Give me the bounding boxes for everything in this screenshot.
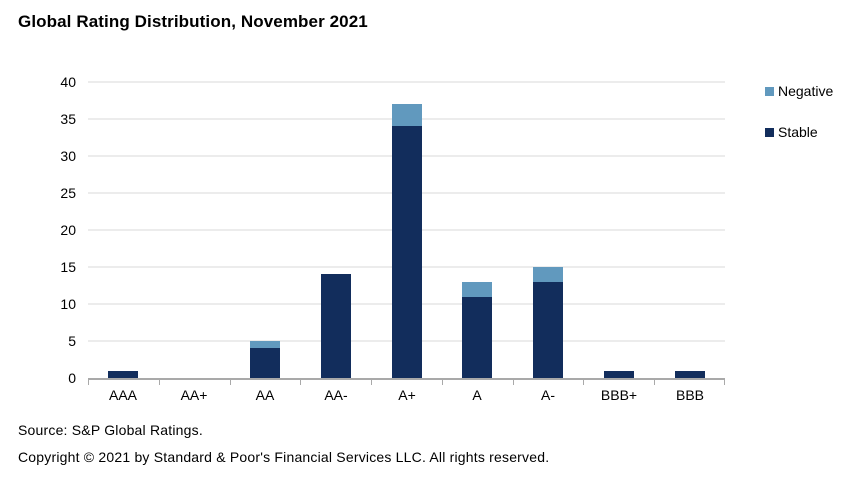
bar-AAA [108,371,138,378]
plot-area [88,81,725,385]
chart-title: Global Rating Distribution, November 202… [18,12,368,31]
bar-segment-stable-AAA [108,371,138,378]
x-axis-tick [724,380,725,385]
x-axis-category-label-AA-: AA- [324,387,348,403]
x-axis-category-label-A-: A- [541,387,555,403]
x-axis-tick [654,380,655,385]
legend-item-negative: Negative [765,83,834,99]
x-axis-category-label-AA+: AA+ [180,387,208,403]
y-axis-tick-label-20: 20 [60,222,76,238]
bar-segment-negative-A+ [392,104,422,126]
x-axis-category-label-BBB: BBB [675,387,704,403]
legend-label-stable: Stable [778,124,818,140]
stable-swatch-icon [765,127,774,137]
x-axis-tick [371,380,372,385]
bar-A+ [392,104,422,378]
bar-BBB+ [604,371,634,378]
legend-label-negative: Negative [778,83,834,99]
y-axis-tick-label-40: 40 [60,74,76,90]
bar-segment-negative-A- [533,267,563,282]
bar-BBB [675,371,705,378]
bar-segment-stable-A [462,297,492,378]
y-axis-tick-label-5: 5 [68,333,76,349]
gridline-40 [88,81,725,83]
bar-segment-stable-AA [250,348,280,378]
bar-segment-stable-BBB [675,371,705,378]
negative-swatch-icon [765,86,774,96]
y-axis-tick-label-30: 30 [60,148,76,164]
y-axis-tick-label-15: 15 [60,259,76,275]
x-axis-tick [300,380,301,385]
source-note: Source: S&P Global Ratings. [18,422,203,438]
x-axis-category-label-A+: A+ [398,387,416,403]
bar-segment-negative-AA [250,341,280,348]
x-axis-tick [159,380,160,385]
copyright-note: Copyright © 2021 by Standard & Poor's Fi… [18,449,550,465]
x-axis-line [88,378,725,380]
x-axis-tick [230,380,231,385]
x-axis-tick [513,380,514,385]
bar-segment-negative-A [462,282,492,297]
x-axis-tick [88,380,89,385]
bar-segment-stable-A+ [392,126,422,378]
x-axis-category-label-AA: AA [255,387,275,403]
y-axis-tick-label-0: 0 [68,370,76,386]
x-axis-tick [583,380,584,385]
legend: Negative Stable [765,83,834,166]
y-axis-tick-label-35: 35 [60,111,76,127]
x-axis-category-label-A: A [472,387,482,403]
y-axis-tick-label-25: 25 [60,185,76,201]
x-axis-tick [442,380,443,385]
bar-A [462,282,492,378]
bar-segment-stable-A- [533,282,563,378]
bar-segment-stable-BBB+ [604,371,634,378]
bar-AA- [321,274,351,378]
y-axis-tick-label-10: 10 [60,296,76,312]
bar-segment-stable-AA- [321,274,351,378]
legend-item-stable: Stable [765,124,833,140]
bar-A- [533,267,563,378]
bar-AA [250,341,280,378]
x-axis-category-label-AAA: AAA [108,387,137,403]
x-axis-category-label-BBB+: BBB+ [600,387,638,403]
